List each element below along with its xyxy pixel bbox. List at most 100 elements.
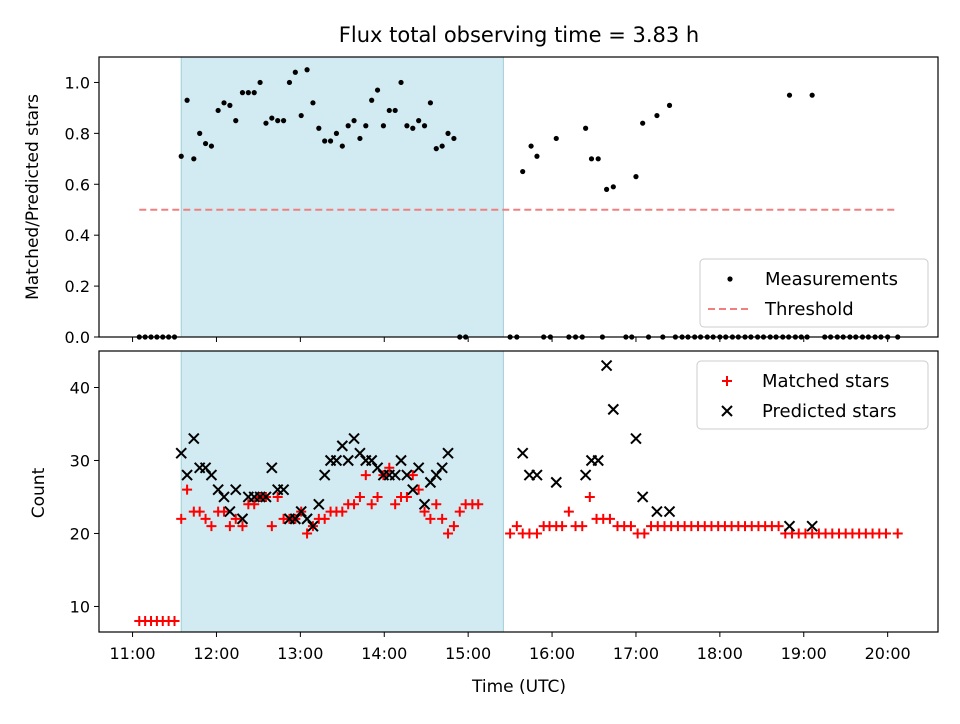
measurements-point — [245, 90, 251, 96]
measurements-point — [633, 174, 639, 180]
predicted-stars-point — [330, 454, 343, 467]
predicted-stars-point — [418, 498, 431, 510]
predicted-stars-point — [212, 483, 224, 496]
matched-stars-point — [401, 491, 412, 502]
matched-stars-point — [372, 491, 383, 502]
bottom-y-tick-label: 40 — [70, 378, 90, 397]
predicted-stars-point — [516, 447, 529, 459]
matched-stars-point — [431, 499, 442, 510]
measurements-point — [221, 100, 227, 106]
measurements-point — [208, 143, 215, 149]
top-y-axis-label: Matched/Predicted stars — [23, 94, 43, 300]
measurements-point — [433, 146, 439, 152]
predicted-stars-point — [354, 447, 366, 459]
measurements-point — [427, 100, 434, 106]
matched-stars-point — [176, 513, 187, 524]
matched-stars-point — [437, 513, 448, 524]
x-axis-label: Time (UTC) — [471, 677, 566, 697]
measurements-point — [275, 118, 281, 124]
top-axes-frame — [98, 56, 939, 338]
matched-stars-point — [407, 470, 418, 481]
predicted-stars-point — [260, 491, 272, 503]
bottom-y-tick-label: 10 — [70, 597, 90, 616]
matched-stars-point — [302, 528, 313, 539]
x-tick-label: 19:00 — [781, 644, 827, 663]
predicted-stars-point — [636, 491, 649, 503]
matched-stars-point — [584, 491, 595, 502]
x-tick-label: 11:00 — [110, 644, 156, 663]
matched-stars-point — [200, 513, 211, 524]
matched-stars-point — [349, 499, 360, 510]
measurements-point — [528, 143, 534, 149]
top-y-tick-label: 0.4 — [65, 226, 90, 245]
x-tick-label: 20:00 — [865, 644, 911, 663]
matched-stars-point — [337, 506, 348, 517]
predicted-stars-point — [295, 505, 307, 518]
measurements-point — [357, 135, 363, 142]
bottom-y-axis-label: Count — [29, 467, 49, 518]
predicted-stars-point — [442, 447, 454, 459]
predicted-stars-point — [313, 498, 325, 510]
predicted-stars-point — [301, 513, 313, 525]
matched-stars-point — [219, 506, 230, 517]
matched-stars-point — [625, 521, 636, 532]
measurements-point — [292, 69, 298, 75]
matched-stars-point — [384, 462, 395, 473]
predicted-stars-point — [266, 462, 278, 474]
predicted-stars-point — [289, 513, 302, 525]
matched-stars-point — [448, 521, 459, 532]
measurements-point — [534, 153, 540, 159]
matched-stars-point — [773, 521, 784, 532]
measurements-point — [786, 92, 793, 98]
predicted-stars-point — [412, 462, 425, 474]
measurements-point — [191, 156, 197, 162]
x-tick-label: 16:00 — [529, 644, 575, 663]
matched-stars-point — [206, 521, 217, 532]
matched-stars-point — [366, 499, 377, 510]
bottom-legend: Matched stars Predicted stars — [696, 360, 929, 430]
measurements-point — [233, 118, 239, 124]
measurements-point — [809, 92, 815, 98]
matched-stars-legend-key — [722, 376, 732, 386]
measurements-point — [404, 123, 410, 129]
predicted-stars-point — [407, 483, 419, 496]
predicted-stars-point — [783, 520, 796, 532]
measurements-point — [588, 156, 595, 162]
threshold-legend-label: Threshold — [764, 299, 854, 320]
bottom-axes-frame — [98, 350, 939, 633]
x-tick-label: 14:00 — [361, 644, 407, 663]
predicted-stars-point — [175, 447, 187, 459]
predicted-stars-point — [430, 469, 442, 481]
matched-stars-point — [577, 521, 588, 532]
top-y-tick-label: 0.0 — [65, 328, 90, 347]
predicted-stars-point — [630, 432, 642, 445]
predicted-stars-point — [607, 403, 620, 416]
measurements-point — [595, 156, 601, 162]
measurements-legend-key — [727, 276, 733, 282]
predicted-stars-point — [550, 476, 562, 489]
measurements-point — [666, 102, 673, 108]
x-tick-label: 18:00 — [697, 644, 743, 663]
measurements-point — [553, 135, 559, 142]
measurements-point — [316, 125, 322, 131]
predicted-stars-point — [371, 462, 384, 474]
bottom-observing-window-shade — [180, 350, 504, 633]
measurements-point — [345, 123, 351, 129]
bottom-y-tick-label: 20 — [70, 524, 90, 543]
measurements-point — [257, 79, 263, 86]
measurements-point — [197, 130, 203, 136]
predicted-stars-legend-label: Predicted stars — [762, 401, 896, 422]
measurements-point — [369, 97, 375, 103]
matched-stars-point — [182, 484, 193, 495]
matched-stars-point — [224, 521, 235, 532]
predicted-stars-point — [342, 454, 354, 467]
x-tick-label: 15:00 — [445, 644, 491, 663]
measurements-point — [269, 115, 275, 121]
matched-stars-point — [639, 528, 650, 539]
predicted-stars-point — [230, 483, 242, 496]
predicted-stars-point — [205, 469, 218, 481]
matched-stars-legend-label: Matched stars — [762, 371, 889, 392]
bottom-legend-box — [696, 360, 929, 430]
matched-stars-point — [425, 513, 436, 524]
